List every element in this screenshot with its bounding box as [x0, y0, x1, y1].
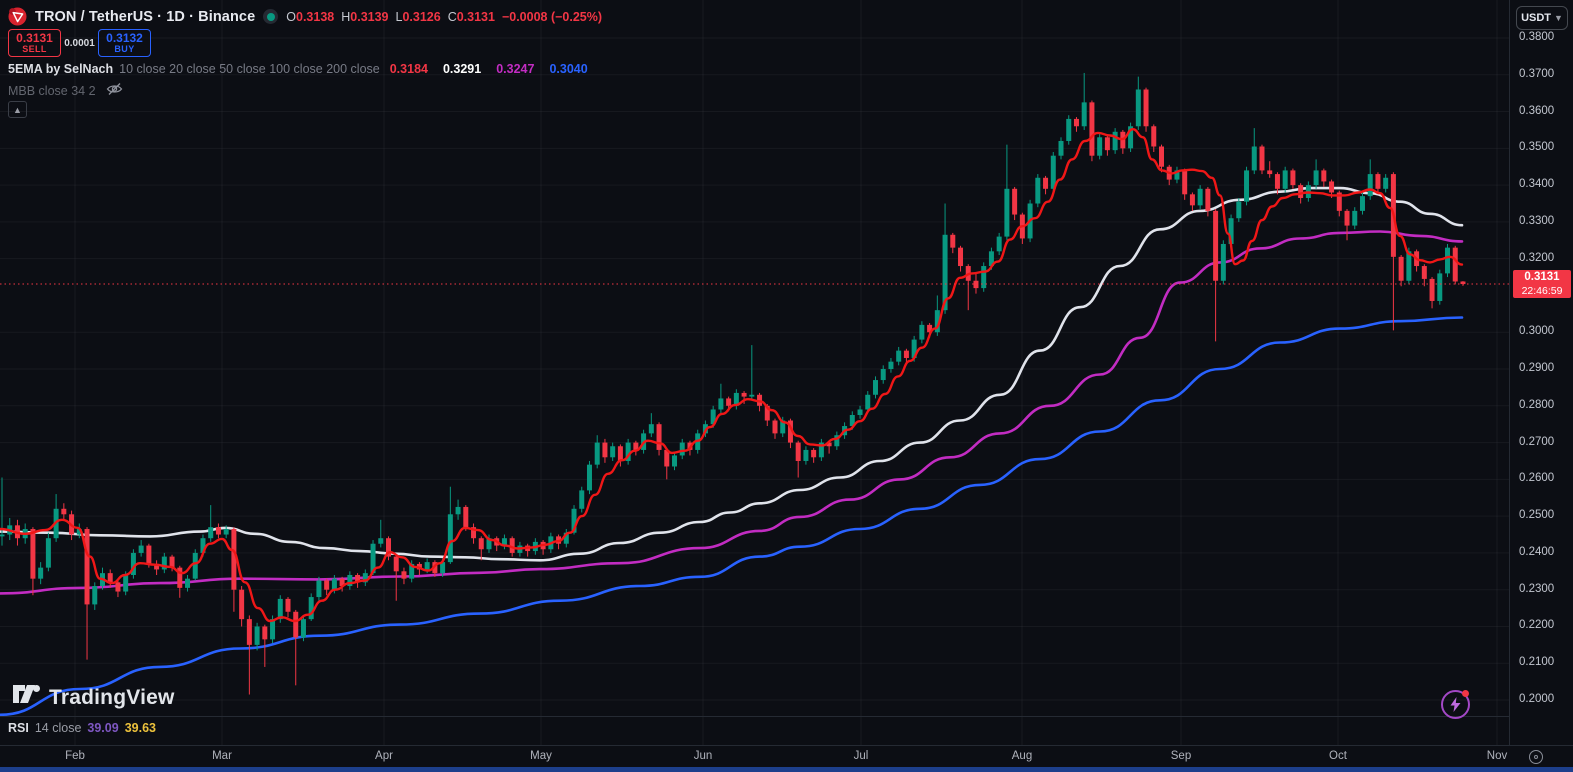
ema-value: 0.3040: [549, 62, 588, 76]
legend-collapse-button[interactable]: ▲: [8, 101, 27, 118]
month-tick: Jul: [853, 750, 869, 762]
eye-hidden-icon[interactable]: [106, 82, 123, 99]
last-price-label: 0.3131 22:46:59: [1513, 270, 1571, 298]
ema-indicator-legend[interactable]: 5EMA by SelNach 10 close 20 close 50 clo…: [8, 62, 594, 76]
price-tick: 0.2300: [1519, 583, 1555, 595]
month-tick: May: [530, 750, 552, 762]
high-value: 0.3139: [350, 9, 389, 24]
price-tick: 0.2500: [1519, 509, 1555, 521]
month-tick: Jun: [693, 750, 713, 762]
mbb-indicator-title: MBB close 34 2: [8, 83, 96, 98]
lightning-button[interactable]: [1441, 690, 1470, 719]
price-tick: 0.3400: [1519, 178, 1555, 190]
symbol-title[interactable]: TRON / TetherUS · 1D · Binance: [35, 8, 256, 25]
ema-value: 0.3247: [496, 62, 535, 76]
grid-lines: [0, 0, 1509, 745]
ohlc-values: O0.3138 H0.3139 L0.3126 C0.3131 −0.0008 …: [286, 9, 603, 24]
ema-indicator-title: 5EMA by SelNach: [8, 62, 114, 76]
month-tick: Mar: [212, 750, 232, 762]
price-tick: 0.3000: [1519, 325, 1555, 337]
notification-dot: [1462, 690, 1469, 697]
price-tick: 0.2700: [1519, 436, 1555, 448]
mbb-indicator-legend[interactable]: MBB close 34 2: [8, 82, 123, 99]
rsi-indicator-legend[interactable]: RSI 14 close 39.09 39.63: [8, 721, 162, 735]
order-panel: 0.3131 SELL 0.0001 0.3132 BUY: [8, 29, 151, 57]
ema-indicator-values: 0.3184 0.3291 0.3247 0.3040: [390, 62, 594, 76]
price-tick: 0.2100: [1519, 656, 1555, 668]
rsi-value: 39.09: [87, 721, 119, 735]
ma-lines-slow: [0, 186, 1464, 717]
tradingview-watermark: TradingView: [12, 684, 175, 711]
candles: [0, 72, 1466, 695]
month-tick: Aug: [1011, 750, 1033, 762]
market-status-icon[interactable]: [263, 9, 279, 24]
chevron-down-icon: ▼: [1554, 13, 1563, 23]
rsi-title: RSI: [8, 721, 29, 735]
price-tick: 0.2900: [1519, 362, 1555, 374]
price-tick: 0.2600: [1519, 472, 1555, 484]
price-tick: 0.2800: [1519, 399, 1555, 411]
price-tick: 0.2400: [1519, 546, 1555, 558]
tradingview-logo-icon: [12, 684, 42, 711]
rsi-value: 39.63: [124, 721, 156, 735]
price-tick: 0.2200: [1519, 619, 1555, 631]
price-tick: 0.3700: [1519, 68, 1555, 80]
watermark-text: TradingView: [49, 685, 175, 709]
ma-line-fast: [0, 127, 1464, 623]
countdown-timer: 22:46:59: [1521, 284, 1563, 297]
ema-value: 0.3291: [442, 62, 482, 76]
tron-logo-icon: [8, 7, 27, 26]
price-axis[interactable]: USDT ▼ 0.3131 22:46:59 0.3800 0.3700 0.3600…: [1509, 0, 1573, 745]
month-tick: Feb: [65, 750, 85, 762]
clock-icon[interactable]: [1529, 750, 1543, 764]
change-value: −0.0008 (−0.25%): [501, 9, 603, 24]
spread-value: 0.0001: [64, 37, 95, 49]
ema-indicator-params: 10 close 20 close 50 close 100 close 200…: [119, 62, 380, 76]
rsi-params: 14 close: [34, 721, 82, 735]
chart-canvas[interactable]: [0, 0, 1573, 745]
price-tick: 0.3500: [1519, 141, 1555, 153]
sell-button[interactable]: 0.3131 SELL: [8, 29, 61, 57]
buy-button[interactable]: 0.3132 BUY: [98, 29, 151, 57]
month-tick: Sep: [1170, 750, 1192, 762]
low-value: 0.3126: [402, 9, 441, 24]
price-tick: 0.3300: [1519, 215, 1555, 227]
month-tick: Nov: [1486, 750, 1508, 762]
price-tick: 0.3200: [1519, 252, 1555, 264]
month-tick: Oct: [1329, 750, 1347, 762]
price-tick: 0.3600: [1519, 105, 1555, 117]
open-value: 0.3138: [296, 9, 335, 24]
price-tick: 0.2000: [1519, 693, 1555, 705]
month-tick: Apr: [375, 750, 393, 762]
close-value: 0.3131: [456, 9, 495, 24]
time-axis[interactable]: Feb Mar Apr May Jun Jul Aug Sep Oct Nov: [0, 745, 1573, 767]
currency-dropdown[interactable]: USDT ▼: [1516, 6, 1568, 30]
rsi-values: 39.09 39.63: [87, 721, 162, 735]
bottom-accent-bar: [0, 767, 1573, 772]
ema-value: 0.3184: [389, 62, 428, 76]
price-tick: 0.3800: [1519, 31, 1555, 43]
symbol-header: TRON / TetherUS · 1D · Binance O0.3138 H…: [8, 7, 602, 26]
